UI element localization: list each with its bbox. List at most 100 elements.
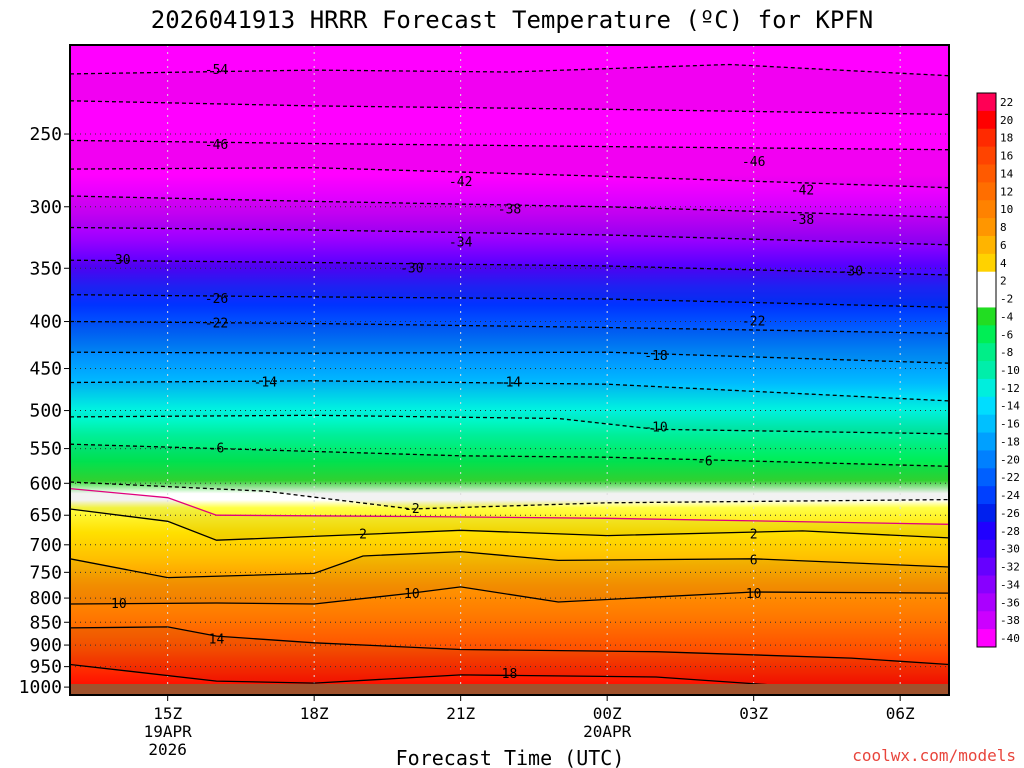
colorbar-swatch xyxy=(977,361,996,380)
isotherm-label: -38 xyxy=(498,202,521,217)
isotherm-label: 2 xyxy=(359,527,367,542)
isotherm-label: 2 xyxy=(750,527,758,542)
isotherm-label: -6 xyxy=(209,442,225,457)
chart-title: 2026041913 HRRR Forecast Temperature (ºC… xyxy=(151,6,873,34)
y-tick-label: 300 xyxy=(29,197,62,218)
x-tick-label: 20APR xyxy=(583,722,632,741)
temperature-band xyxy=(70,260,949,308)
y-tick-label: 900 xyxy=(29,635,62,656)
isotherm-line xyxy=(70,63,949,77)
isotherm-line xyxy=(70,550,949,579)
isotherm-line xyxy=(70,226,949,246)
plot-frame xyxy=(69,44,950,696)
isotherm-line xyxy=(70,100,949,116)
colorbar-swatch xyxy=(977,504,996,523)
x-tick-label: 21Z xyxy=(446,704,475,723)
colorbar-label: 14 xyxy=(1000,167,1014,180)
colorbar-label: 16 xyxy=(1000,150,1013,163)
colorbar-label: -28 xyxy=(1000,525,1020,538)
credit-text[interactable]: coolwx.com/models xyxy=(852,746,1016,765)
y-tick-label: 700 xyxy=(29,535,62,556)
colorbar-label: -12 xyxy=(1000,382,1020,395)
colorbar-swatch xyxy=(977,146,996,165)
isotherm-line xyxy=(70,443,949,467)
colorbar-swatch xyxy=(977,200,996,219)
temperature-band xyxy=(70,140,949,188)
colorbar-label: 2 xyxy=(1000,275,1007,288)
y-tick-label: 850 xyxy=(29,612,62,633)
colorbar-swatch xyxy=(977,128,996,148)
isotherm-label: -10 xyxy=(644,421,667,436)
colorbar-swatch xyxy=(977,343,996,362)
colorbar-swatch xyxy=(977,235,996,255)
temperature-band xyxy=(70,64,949,115)
temperature-field xyxy=(70,45,949,695)
colorbar-swatch xyxy=(977,271,996,291)
isotherm-label: 6 xyxy=(750,553,758,568)
isotherm-label: -30 xyxy=(840,265,863,280)
isotherm-line xyxy=(70,320,949,334)
temperature-band xyxy=(70,626,949,690)
colorbar-swatch xyxy=(977,325,996,344)
y-tick-label: 1000 xyxy=(19,677,62,698)
isotherm-line xyxy=(70,586,949,605)
colorbar-label: 20 xyxy=(1000,114,1013,127)
colorbar-label: -16 xyxy=(1000,418,1020,431)
isotherm-label: 10 xyxy=(111,597,127,612)
isotherm-label: -54 xyxy=(205,63,229,78)
colorbar-swatch xyxy=(977,557,996,577)
isotherm-line xyxy=(70,294,949,308)
colorbar-label: 22 xyxy=(1000,96,1013,109)
colorbar-swatch xyxy=(977,253,996,273)
isotherm-label: -34 xyxy=(449,235,473,250)
colorbar-label: -34 xyxy=(1000,578,1020,591)
colorbar-swatch xyxy=(977,629,996,648)
colorbar-swatch xyxy=(977,93,996,112)
colorbar-label: -10 xyxy=(1000,364,1020,377)
colorbar-swatch xyxy=(977,378,996,398)
colorbar-label: -6 xyxy=(1000,328,1013,341)
colorbar-label: -14 xyxy=(1000,400,1020,413)
colorbar-label: -32 xyxy=(1000,561,1020,574)
colorbar-swatch xyxy=(977,110,996,130)
x-tick-label: 19APR xyxy=(144,722,193,741)
colorbar-label: 4 xyxy=(1000,257,1007,270)
temperature-band xyxy=(70,380,949,434)
isotherm-label: -6 xyxy=(697,454,713,469)
x-tick-label: 00Z xyxy=(593,704,622,723)
colorbar-label: -40 xyxy=(1000,632,1020,645)
isotherm-line xyxy=(70,139,949,151)
temperature-band xyxy=(70,488,949,541)
y-tick-label: 550 xyxy=(29,439,62,460)
colorbar-swatch xyxy=(977,414,996,434)
colorbar-swatch xyxy=(977,486,996,505)
colorbar-label: 12 xyxy=(1000,185,1013,198)
isotherm-label: -42 xyxy=(449,175,472,190)
x-tick-label: 15Z xyxy=(153,704,182,723)
colorbar-swatch xyxy=(977,396,996,416)
colorbar-swatch xyxy=(977,164,996,183)
isotherm-line xyxy=(70,508,949,541)
isotherm-label: -14 xyxy=(254,375,278,390)
x-axis-label: Forecast Time (UTC) xyxy=(396,746,625,768)
y-tick-label: 450 xyxy=(29,359,62,380)
colorbar-label: -22 xyxy=(1000,471,1020,484)
colorbar-swatch xyxy=(977,218,996,237)
colorbar-swatch xyxy=(977,611,996,630)
colorbar-swatch xyxy=(977,468,996,487)
y-tick-label: 350 xyxy=(29,258,62,279)
colorbar-label: -2 xyxy=(1000,293,1013,306)
colorbar-label: 8 xyxy=(1000,221,1007,234)
x-tick-label: 18Z xyxy=(300,704,329,723)
colorbar-label: -8 xyxy=(1000,346,1013,359)
isotherm-line xyxy=(70,487,949,525)
isotherm-label: -22 xyxy=(742,315,765,330)
temperature-band xyxy=(70,551,949,604)
temperature-band xyxy=(70,444,949,509)
colorbar-label: -26 xyxy=(1000,507,1020,520)
colorbar-swatch xyxy=(977,289,996,308)
isotherm-label: -30 xyxy=(107,253,130,268)
y-tick-label: 800 xyxy=(29,588,62,609)
